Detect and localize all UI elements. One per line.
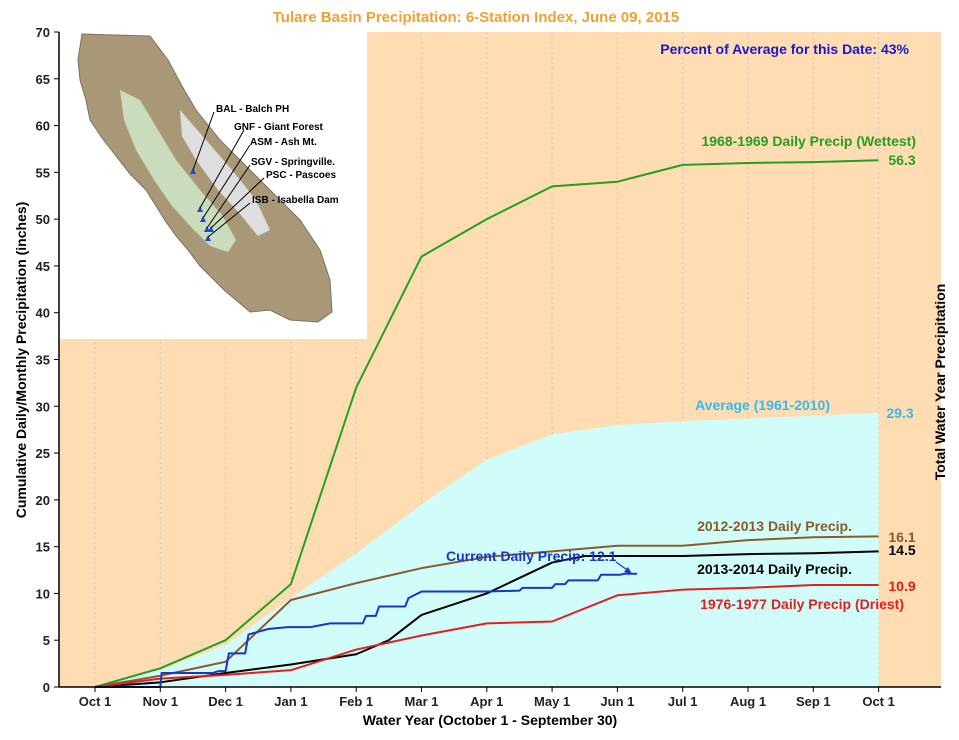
x-tick-label: Oct 1 bbox=[862, 694, 895, 709]
y-tick-label: 25 bbox=[36, 446, 50, 461]
chart-title: Tulare Basin Precipitation: 6-Station In… bbox=[273, 9, 680, 26]
y-tick-label: 65 bbox=[36, 72, 50, 87]
map-label-asm: ASM - Ash Mt. bbox=[250, 137, 317, 148]
y-tick-label: 15 bbox=[36, 540, 50, 555]
y-tick-label: 10 bbox=[36, 586, 50, 601]
map-label-isb: ISB - Isabella Dam bbox=[252, 195, 339, 206]
series-line-3 bbox=[94, 584, 879, 688]
map-label-gnf: GNF - Giant Forest bbox=[234, 122, 324, 133]
x-tick-label: Jan 1 bbox=[274, 694, 307, 709]
y-tick-label: 45 bbox=[36, 259, 50, 274]
label-1976-1977: 1976-1977 Daily Precip (Driest) bbox=[700, 596, 904, 612]
x-tick-label: Oct 1 bbox=[79, 694, 112, 709]
total-wettest: 56.3 bbox=[888, 152, 915, 168]
y-tick-label: 35 bbox=[36, 353, 50, 368]
x-tick-label: May 1 bbox=[534, 694, 570, 709]
station-marker-psc bbox=[208, 226, 214, 232]
y-tick-label: 5 bbox=[43, 633, 50, 648]
label-wettest: 1968-1969 Daily Precip (Wettest) bbox=[701, 133, 916, 149]
y-axis-ticks: 0 5 10 15 20 25 30 35 40 45 50 55 60 65 70 bbox=[36, 25, 59, 695]
y-axis-label: Cumulative Daily/Monthly Precipitation (… bbox=[13, 202, 29, 519]
map-label-psc: PSC - Pascoes bbox=[266, 170, 336, 181]
y-tick-label: 0 bbox=[43, 680, 50, 695]
current-arrow-head bbox=[624, 567, 632, 574]
label-2013-2014: 2013-2014 Daily Precip. bbox=[697, 561, 852, 577]
x-tick-label: Feb 1 bbox=[339, 694, 373, 709]
series-line-0 bbox=[94, 159, 879, 688]
y-tick-label: 55 bbox=[36, 165, 50, 180]
y-tick-label: 30 bbox=[36, 399, 50, 414]
y-tick-label: 70 bbox=[36, 25, 50, 40]
series-line-4 bbox=[95, 572, 637, 688]
total-1976-1977: 10.9 bbox=[888, 578, 915, 594]
y-tick-label: 40 bbox=[36, 306, 50, 321]
y-tick-label: 20 bbox=[36, 493, 50, 508]
x-tick-label: Dec 1 bbox=[208, 694, 243, 709]
total-average: 29.3 bbox=[886, 405, 913, 421]
label-2012-2013: 2012-2013 Daily Precip. bbox=[697, 518, 852, 534]
label-current: Current Daily Precip: 12.1 bbox=[446, 548, 617, 564]
label-average: Average (1961-2010) bbox=[695, 397, 830, 413]
station-marker-isb bbox=[205, 235, 211, 241]
x-tick-label: Mar 1 bbox=[405, 694, 439, 709]
station-marker-bal bbox=[190, 168, 196, 174]
x-tick-label: Apr 1 bbox=[470, 694, 503, 709]
series-layer bbox=[94, 159, 879, 688]
y-tick-label: 50 bbox=[36, 212, 50, 227]
series-line-1 bbox=[94, 535, 879, 688]
right-axis-label: Total Water Year Precipitation bbox=[932, 284, 948, 481]
x-axis-ticks: Oct 1 Nov 1 Dec 1 Jan 1 Feb 1 Mar 1 Apr 1 May 1… bbox=[79, 687, 895, 709]
total-2013-2014: 14.5 bbox=[888, 542, 915, 558]
california-map-inset: BAL - Balch PH GNF - Giant Forest ASM - … bbox=[55, 32, 367, 339]
total-2012-2013: 16.1 bbox=[888, 529, 915, 545]
station-marker-sgv bbox=[204, 226, 210, 232]
series-line-2 bbox=[94, 550, 879, 688]
map-label-bal: BAL - Balch PH bbox=[216, 104, 289, 115]
x-tick-label: Jun 1 bbox=[600, 694, 634, 709]
percent-of-average-note: Percent of Average for this Date: 43% bbox=[660, 41, 909, 57]
y-tick-label: 60 bbox=[36, 119, 50, 134]
x-tick-label: Sep 1 bbox=[796, 694, 831, 709]
x-tick-label: Aug 1 bbox=[730, 694, 766, 709]
average-area bbox=[95, 412, 879, 687]
map-label-sgv: SGV - Springville. bbox=[251, 157, 335, 168]
x-axis-label: Water Year (October 1 - September 30) bbox=[363, 712, 617, 728]
x-tick-label: Jul 1 bbox=[668, 694, 698, 709]
station-marker-asm bbox=[200, 216, 206, 222]
x-tick-label: Nov 1 bbox=[143, 694, 178, 709]
station-marker-gnf bbox=[197, 206, 203, 212]
